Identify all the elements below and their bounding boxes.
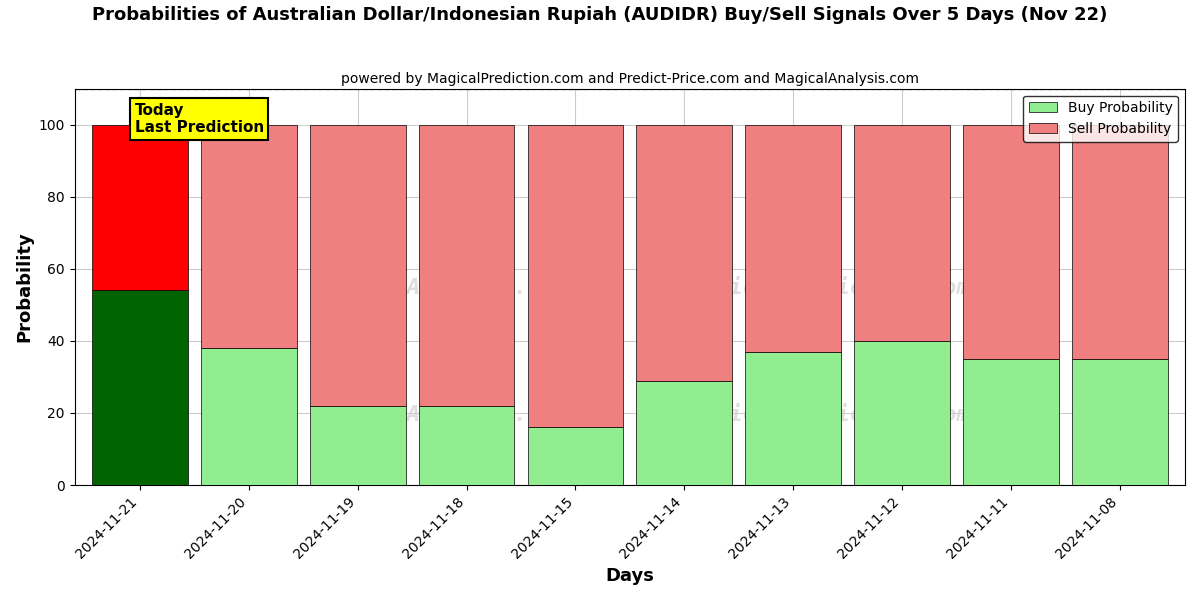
Bar [92, 125, 188, 290]
Text: Today
Last Prediction: Today Last Prediction [134, 103, 264, 136]
Bar [92, 290, 188, 485]
Bar [854, 125, 950, 341]
Text: MagicalPrediction.com: MagicalPrediction.com [689, 276, 970, 298]
Title: powered by MagicalPrediction.com and Predict-Price.com and MagicalAnalysis.com: powered by MagicalPrediction.com and Pre… [341, 72, 919, 86]
Bar [636, 380, 732, 485]
Bar [636, 125, 732, 380]
Bar [745, 125, 841, 352]
Bar [745, 352, 841, 485]
Bar [200, 348, 296, 485]
Bar [528, 427, 623, 485]
Bar [310, 406, 406, 485]
Text: MagicalAnalysis.com: MagicalAnalysis.com [314, 403, 568, 425]
Legend: Buy Probability, Sell Probability: Buy Probability, Sell Probability [1024, 95, 1178, 142]
Bar [962, 125, 1058, 359]
Bar [419, 125, 515, 406]
Bar [200, 125, 296, 348]
X-axis label: Days: Days [605, 567, 654, 585]
Bar [419, 406, 515, 485]
Bar [1072, 125, 1168, 359]
Bar [310, 125, 406, 406]
Bar [854, 341, 950, 485]
Bar [528, 125, 623, 427]
Text: Probabilities of Australian Dollar/Indonesian Rupiah (AUDIDR) Buy/Sell Signals O: Probabilities of Australian Dollar/Indon… [92, 6, 1108, 24]
Text: MagicalPrediction.com: MagicalPrediction.com [689, 403, 970, 425]
Bar [962, 359, 1058, 485]
Bar [1072, 359, 1168, 485]
Text: MagicalAnalysis.com: MagicalAnalysis.com [314, 276, 568, 298]
Y-axis label: Probability: Probability [16, 232, 34, 342]
